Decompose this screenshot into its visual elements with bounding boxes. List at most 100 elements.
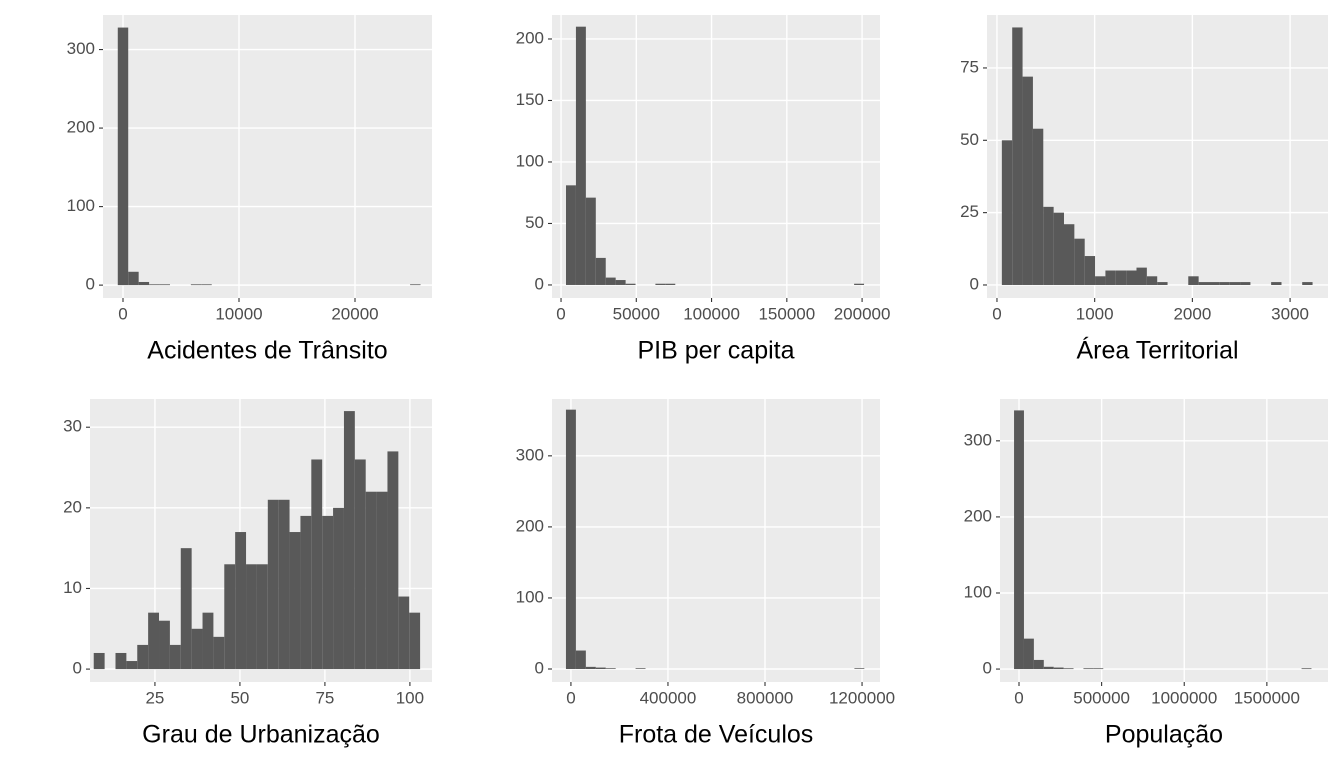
bar [190,284,202,286]
bar [148,612,160,670]
bar [854,283,865,285]
bar [1146,276,1158,285]
bar [1240,282,1251,285]
x-tick-label: 0 [992,304,1001,323]
x-tick-label: 10000 [215,304,262,323]
x-tick-label: 75 [315,688,334,707]
bars [93,411,421,670]
panel-background [1000,399,1328,682]
y-tick-label: 25 [960,202,979,221]
bar [1043,666,1054,670]
x-axis-title: Grau de Urbanização [142,721,380,749]
bar [300,515,312,670]
bar [1219,282,1230,285]
y-tick-label: 30 [63,417,82,436]
panel-background [552,399,880,682]
bar [1105,270,1116,285]
bar [635,668,646,669]
bar [410,284,421,286]
x-tick-label: 50000 [613,304,660,323]
bar [289,532,301,670]
bar [1023,638,1034,670]
bar [1084,256,1096,285]
y-tick-label: 100 [516,587,544,606]
bar [1012,27,1023,285]
x-tick-label: 1200000 [829,688,895,707]
x-tick-label: 0 [1014,688,1023,707]
bar [159,620,170,670]
x-axis-title: Área Territorial [1076,336,1238,365]
x-tick-labels: 0 1000 2000 3000 [992,304,1309,323]
bar [1271,282,1282,285]
y-tick-label: 0 [983,659,992,678]
bar [585,666,596,669]
bar [585,197,596,285]
bar [224,564,236,670]
x-tick-label: 100000 [683,304,740,323]
x-axis-title: População [1105,721,1223,749]
bar [1229,282,1241,285]
bar [202,612,214,670]
bar [665,283,676,285]
bar [1093,668,1104,670]
bar [1033,659,1044,670]
bar [1043,206,1054,285]
bar [1157,282,1168,285]
bars [1001,27,1313,285]
bar [137,644,149,670]
bar [149,284,160,286]
x-axis-title: Frota de Veículos [619,721,814,749]
bar [655,283,666,285]
y-tick-label: 200 [964,506,992,525]
bar [1014,410,1024,670]
bar [615,280,626,285]
y-tick-label: 20 [63,497,82,516]
bar [159,284,170,286]
bar [322,515,334,670]
y-tick-label: 100 [516,151,544,170]
bar [117,27,129,286]
bar [1302,282,1313,285]
bar [93,652,105,670]
y-tick-label: 100 [964,582,992,601]
bar [267,499,279,670]
panel-background [103,15,432,298]
bar [854,668,865,669]
y-tick-label: 200 [67,118,95,137]
bar [1198,282,1209,285]
bar [278,499,290,670]
bar [565,185,576,285]
bar [1083,668,1094,670]
bar [1115,270,1127,285]
bars [565,26,865,285]
y-tick-label: 300 [964,430,992,449]
bar [605,668,616,669]
bar [128,271,139,286]
bar [246,564,257,670]
y-tick-label: 0 [73,659,82,678]
bar [595,257,606,285]
bar [1053,212,1064,285]
bars [1014,410,1312,670]
x-tick-label: 1500000 [1234,688,1300,707]
bar [1126,270,1137,285]
bar [1074,238,1085,285]
x-tick-label: 0 [118,304,127,323]
y-tick-label: 100 [67,196,95,215]
bar [235,532,247,670]
y-tick-label: 200 [516,516,544,535]
x-tick-label: 1000000 [1151,688,1217,707]
x-tick-label: 1000 [1076,304,1114,323]
y-tick-label: 0 [535,658,544,677]
bar [191,628,203,670]
bar [575,26,586,285]
bar [1063,668,1074,670]
bars [117,27,421,286]
bar [625,283,636,285]
x-tick-label: 500000 [1073,688,1130,707]
bar [1053,667,1064,670]
x-tick-labels: 0 400000 800000 1200000 [566,688,895,707]
x-tick-label: 25 [145,688,164,707]
